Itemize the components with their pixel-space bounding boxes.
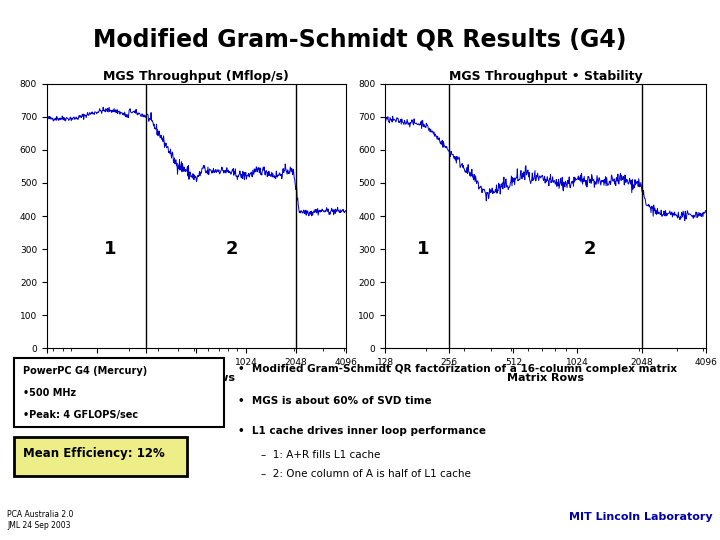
Bar [14,357,224,427]
Text: –  1: A+R fills L1 cache: – 1: A+R fills L1 cache [261,450,380,460]
Text: 2: 2 [584,240,596,258]
Text: •500 MHz: •500 MHz [23,388,76,398]
Text: 2: 2 [226,240,238,258]
Text: 1: 1 [104,240,116,258]
Text: –  2: One column of A is half of L1 cache: – 2: One column of A is half of L1 cache [261,469,471,479]
Text: PCA Australia 2.0
JML 24 Sep 2003: PCA Australia 2.0 JML 24 Sep 2003 [7,510,73,530]
X-axis label: Matrix Rows: Matrix Rows [507,373,584,382]
Text: •  MGS is about 60% of SVD time: • MGS is about 60% of SVD time [238,396,431,407]
Text: Mean Efficiency: 12%: Mean Efficiency: 12% [23,447,165,460]
X-axis label: Matrix Rows: Matrix Rows [158,373,235,382]
Bar [14,437,187,476]
Text: PowerPC G4 (Mercury): PowerPC G4 (Mercury) [23,366,148,376]
Text: •  Modified Gram-Schmidt QR factorization of a 16-column complex matrix: • Modified Gram-Schmidt QR factorization… [238,364,677,374]
Title: MGS Throughput • Stability: MGS Throughput • Stability [449,70,642,83]
Text: •Peak: 4 GFLOPS/sec: •Peak: 4 GFLOPS/sec [23,409,138,420]
Text: •  L1 cache drives inner loop performance: • L1 cache drives inner loop performance [238,426,485,436]
Text: MIT Lincoln Laboratory: MIT Lincoln Laboratory [570,512,713,522]
Text: Modified Gram-Schmidt QR Results (G4): Modified Gram-Schmidt QR Results (G4) [94,28,626,51]
Text: 1: 1 [418,240,430,258]
Title: MGS Throughput (Mflop/s): MGS Throughput (Mflop/s) [103,70,289,83]
